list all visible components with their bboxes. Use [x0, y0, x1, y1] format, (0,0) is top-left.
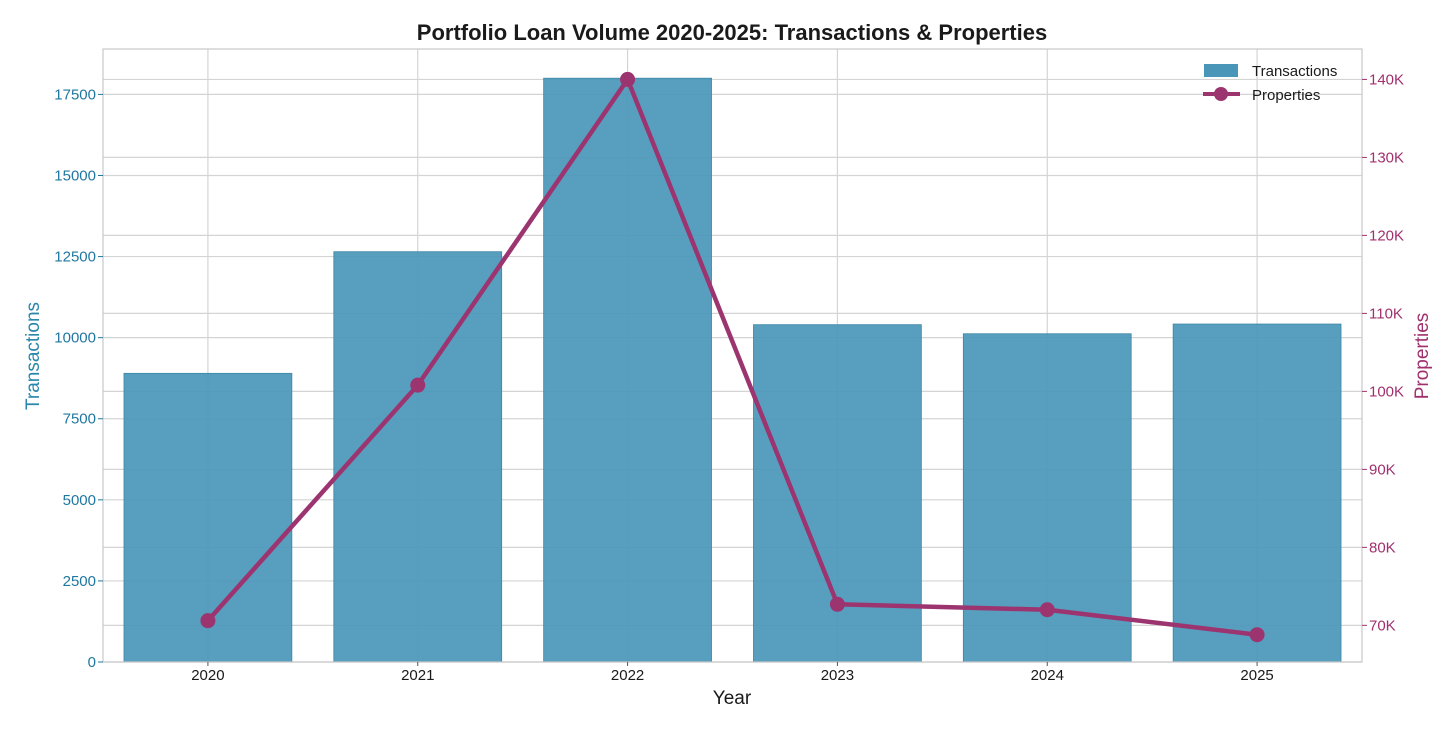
- legend-swatch-transactions: [1204, 64, 1238, 77]
- legend: Transactions Properties: [1203, 63, 1337, 104]
- y-axis-left-label: Transactions: [23, 302, 44, 410]
- y-axis-left-ticks: 0 2500 5000 7500 10000 12500 15000 17500: [54, 86, 103, 671]
- tick-label-right: 140K: [1369, 71, 1404, 88]
- legend-swatch-properties-marker: [1214, 87, 1228, 101]
- tick-label-left: 2500: [63, 573, 96, 590]
- tick-label-left: 7500: [63, 411, 96, 428]
- x-axis-ticks: 2020 2021 2022 2023 2024 2025: [191, 662, 1274, 684]
- tick-label-left: 17500: [54, 86, 96, 103]
- point-properties: [620, 71, 636, 87]
- tick-label-x: 2024: [1031, 667, 1064, 684]
- point-properties: [410, 377, 426, 393]
- line-series: [200, 71, 1265, 643]
- tick-label-left: 0: [88, 654, 96, 671]
- tick-label-x: 2025: [1240, 667, 1273, 684]
- point-properties: [1249, 627, 1265, 643]
- tick-label-x: 2021: [401, 667, 434, 684]
- tick-label-x: 2023: [821, 667, 854, 684]
- plot-frame: [102, 48, 1363, 663]
- tick-label-right: 70K: [1369, 617, 1396, 634]
- tick-label-right: 120K: [1369, 227, 1404, 244]
- tick-label-left: 15000: [54, 167, 96, 184]
- tick-label-right: 100K: [1369, 383, 1404, 400]
- y-axis-right-ticks: 70K 80K 90K 100K 110K 120K 130K 140K: [1362, 71, 1404, 634]
- x-axis-label: Year: [713, 688, 752, 709]
- point-properties: [200, 613, 216, 629]
- bar-transactions: [543, 77, 712, 663]
- grid: [103, 49, 1362, 663]
- tick-label-left: 5000: [63, 492, 96, 509]
- tick-label-right: 130K: [1369, 149, 1404, 166]
- tick-label-right: 90K: [1369, 461, 1396, 478]
- bars: [123, 77, 1342, 663]
- tick-label-right: 80K: [1369, 539, 1396, 556]
- chart-title: Portfolio Loan Volume 2020-2025: Transac…: [417, 20, 1047, 45]
- tick-label-right: 110K: [1369, 305, 1403, 322]
- legend-label-properties: Properties: [1252, 87, 1320, 104]
- y-axis-right-label: Properties: [1412, 313, 1433, 400]
- tick-label-left: 12500: [54, 249, 96, 266]
- legend-label-transactions: Transactions: [1252, 63, 1337, 80]
- tick-label-left: 10000: [54, 330, 96, 347]
- tick-label-x: 2022: [611, 667, 644, 684]
- point-properties: [829, 596, 845, 612]
- bar-transactions: [1172, 323, 1342, 663]
- bar-transactions: [333, 251, 503, 663]
- point-properties: [1039, 602, 1055, 618]
- tick-label-x: 2020: [191, 667, 224, 684]
- line-properties: [206, 77, 1258, 637]
